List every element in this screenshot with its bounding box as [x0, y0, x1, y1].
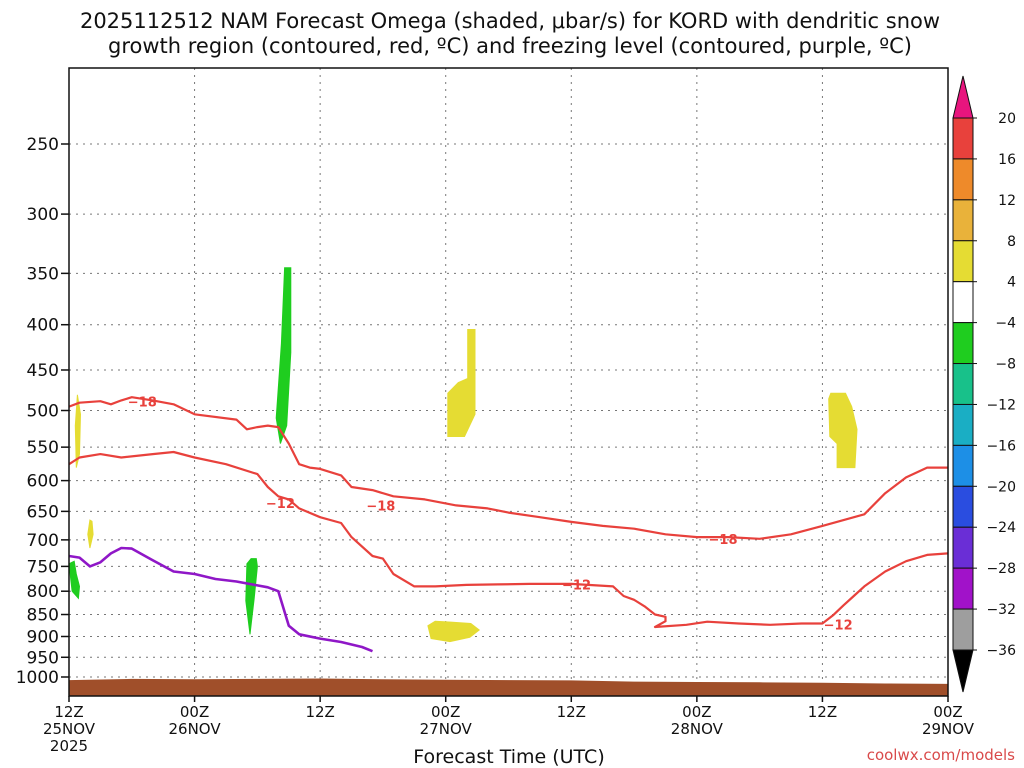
y-tick-label: 1000 — [16, 668, 59, 688]
colorbar-swatch — [952, 322, 974, 365]
y-tick-label: 850 — [27, 606, 59, 626]
colorbar-swatch — [952, 281, 974, 324]
site-credit: coolwx.com/models — [867, 746, 1015, 764]
colorbar-label: −20 — [986, 479, 1016, 495]
y-tick-label: 600 — [27, 472, 59, 492]
y-tick-label: 450 — [27, 361, 59, 381]
contour-label: −18 — [128, 396, 157, 411]
colorbar-swatch — [952, 444, 974, 487]
x-tick-label: 26NOV — [169, 720, 222, 738]
colorbar-swatch — [952, 199, 974, 242]
colorbar-label: 8 — [1007, 234, 1016, 250]
x-tick-label: 12Z — [557, 703, 586, 721]
chart-title-line-2: growth region (contoured, red, ºC) and f… — [108, 34, 912, 58]
colorbar-swatch — [952, 526, 974, 569]
colorbar-swatch — [952, 567, 974, 610]
y-axis-ticks: 2503003504004505005506006507007508008509… — [16, 135, 69, 688]
x-tick-label: 25NOV — [43, 720, 96, 738]
omega-region — [74, 394, 82, 468]
contour-label: −18 — [366, 500, 395, 515]
colorbar-swatch — [952, 158, 974, 201]
y-tick-label: 300 — [27, 205, 59, 225]
colorbar-label: 4 — [1007, 275, 1016, 291]
x-tick-label: 12Z — [305, 703, 334, 721]
ground-terrain — [69, 678, 948, 696]
omega-shading — [68, 267, 858, 643]
omega-region — [245, 558, 258, 635]
x-tick-label: 12Z — [808, 703, 837, 721]
x-tick-label: 00Z — [180, 703, 209, 721]
colorbar-swatch — [952, 363, 974, 405]
colorbar-label: −24 — [986, 520, 1016, 536]
contour-label: −12 — [562, 578, 591, 593]
x-tick-label: 00Z — [933, 703, 962, 721]
colorbar: 20 16 12 8 4 −4 −8 −12 −16 −20 −24 −28 −32 −36 — [952, 75, 1016, 693]
y-tick-label: 650 — [27, 502, 59, 522]
y-tick-label: 750 — [27, 557, 59, 577]
plot-frame — [68, 67, 949, 697]
colorbar-swatch — [952, 485, 974, 528]
colorbar-label: 12 — [998, 193, 1016, 209]
chart-title-line-1: 2025112512 NAM Forecast Omega (shaded, μ… — [80, 9, 940, 33]
y-tick-label: 950 — [27, 648, 59, 668]
colorbar-label: 16 — [998, 152, 1016, 168]
colorbar-label: −12 — [986, 397, 1016, 413]
colorbar-label: −32 — [986, 602, 1016, 618]
y-tick-label: 250 — [27, 135, 59, 155]
ground-fill — [69, 678, 948, 696]
dgz-contour-line — [68, 450, 949, 629]
dgz-contour-line — [68, 396, 948, 540]
colorbar-label: −16 — [986, 438, 1016, 454]
x-tick-label: 29NOV — [922, 720, 975, 738]
colorbar-label: −8 — [995, 357, 1016, 373]
colorbar-swatch — [952, 403, 974, 446]
omega-region — [68, 560, 81, 600]
colorbar-label: −36 — [986, 643, 1016, 659]
colorbar-swatch — [952, 240, 974, 283]
contour-label: −12 — [824, 619, 853, 634]
y-tick-label: 700 — [27, 531, 59, 551]
colorbar-bottom-arrow — [952, 649, 974, 693]
contour-label: −18 — [709, 533, 738, 548]
x-tick-label: 00Z — [682, 703, 711, 721]
colorbar-swatch — [952, 117, 974, 160]
omega-region — [87, 519, 94, 549]
omega-region — [427, 620, 481, 643]
y-tick-label: 900 — [27, 627, 59, 647]
colorbar-swatch — [952, 608, 974, 651]
x-tick-label: 28NOV — [671, 720, 724, 738]
y-tick-label: 800 — [27, 582, 59, 602]
omega-region — [828, 392, 858, 469]
x-tick-label: 00Z — [431, 703, 460, 721]
y-tick-label: 400 — [27, 316, 59, 336]
contours: −18 −12 −18 −12 −18 −12 — [68, 396, 949, 653]
y-tick-label: 500 — [27, 402, 59, 422]
contour-label: −12 — [266, 497, 295, 512]
freezing-level-line — [68, 546, 373, 653]
y-tick-label: 350 — [27, 264, 59, 284]
colorbar-label: −28 — [986, 561, 1016, 577]
colorbar-label: −4 — [995, 316, 1016, 332]
colorbar-label: 20 — [998, 111, 1016, 127]
x-tick-label: 12Z — [54, 703, 83, 721]
x-tick-label: 2025 — [50, 737, 88, 755]
x-tick-label: 27NOV — [420, 720, 473, 738]
x-axis-title: Forecast Time (UTC) — [413, 746, 604, 768]
y-tick-label: 550 — [27, 438, 59, 458]
omega-region — [447, 329, 476, 437]
